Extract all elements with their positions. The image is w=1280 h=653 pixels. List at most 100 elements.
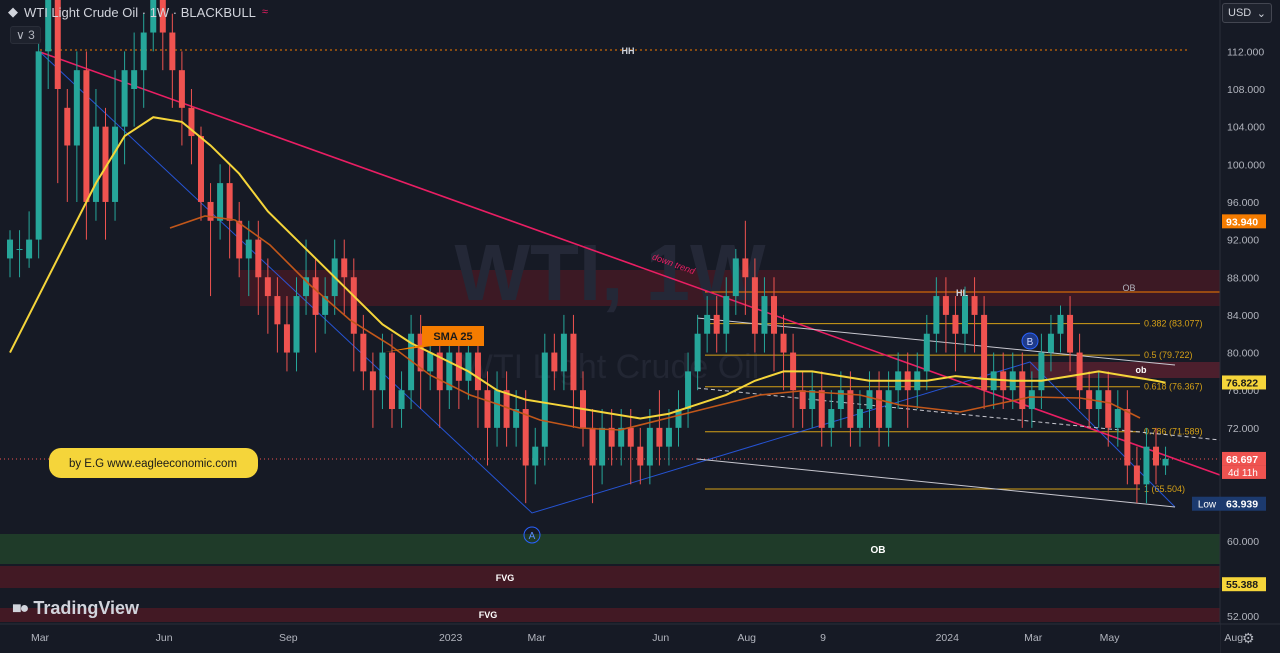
price-tick-label: 104.000 bbox=[1227, 122, 1265, 134]
credit-text: by E.G www.eagleeconomic.com bbox=[69, 458, 237, 470]
chart-header: ◆ WTI Light Crude Oil · 1W · BLACKBULL ≈ bbox=[8, 4, 268, 20]
candle-body bbox=[54, 0, 61, 89]
candle-body bbox=[389, 352, 395, 410]
watermark-symbol: WTI, 1W bbox=[454, 228, 766, 317]
time-tick-label: Sep bbox=[279, 632, 298, 644]
candle-body bbox=[885, 390, 892, 428]
time-tick-label: Mar bbox=[1024, 632, 1043, 644]
candle-body bbox=[1095, 390, 1102, 410]
candle-body bbox=[236, 220, 243, 259]
candle-body bbox=[847, 390, 854, 428]
candle-body bbox=[312, 277, 319, 315]
candle-body bbox=[828, 409, 835, 428]
candle-body bbox=[732, 258, 739, 297]
candle-body bbox=[589, 427, 596, 466]
price-tag-bg bbox=[1222, 214, 1266, 229]
candle-body bbox=[207, 201, 214, 221]
candle-body bbox=[465, 352, 472, 381]
candle-body bbox=[962, 296, 968, 334]
candle-body bbox=[322, 296, 329, 315]
candle-body bbox=[283, 324, 290, 353]
price-tag-value: 93.940 bbox=[1226, 216, 1258, 228]
candle-body bbox=[131, 70, 138, 89]
candles bbox=[7, 0, 1169, 504]
candle-body bbox=[656, 427, 663, 447]
fib-retracement: 0.382 (83.077) 0.5 (79.722) 0.618 (76.367)… bbox=[705, 319, 1203, 494]
candle-body bbox=[159, 0, 166, 33]
ma-long-line bbox=[169, 215, 1141, 431]
credit-badge bbox=[49, 448, 258, 478]
ob-label-lower: OB bbox=[871, 545, 886, 556]
price-tag-value: 63.939 bbox=[1226, 499, 1258, 511]
candle-body bbox=[513, 409, 520, 428]
candle-body bbox=[169, 32, 176, 71]
down-trend-line bbox=[39, 51, 1221, 476]
candle-body bbox=[1057, 314, 1064, 334]
candle-body bbox=[198, 136, 204, 202]
candle-body bbox=[723, 296, 730, 334]
candle-body bbox=[360, 333, 367, 372]
candle-body bbox=[150, 0, 157, 33]
time-tick-label: Aug bbox=[1224, 632, 1243, 644]
candle-body bbox=[570, 333, 577, 391]
candle-body bbox=[599, 427, 606, 466]
chart-settings-icon[interactable]: ≈ bbox=[261, 6, 268, 18]
time-axis-bg bbox=[0, 624, 1220, 653]
time-tick-label: Jun bbox=[156, 632, 173, 644]
tradingview-logo[interactable]: ■● TradingView bbox=[12, 598, 139, 619]
point-a-marker bbox=[523, 526, 541, 544]
ob-label-upper: OB bbox=[1122, 283, 1135, 293]
candle-body bbox=[1114, 409, 1121, 428]
candle-body bbox=[866, 390, 873, 410]
price-tick-label: 96.000 bbox=[1227, 197, 1259, 209]
candle-body bbox=[665, 427, 672, 447]
candle-body bbox=[990, 371, 997, 391]
candle-body bbox=[981, 314, 988, 391]
candle-body bbox=[26, 239, 33, 259]
fib-label: 1 (65.504) bbox=[1144, 484, 1185, 494]
candle-body bbox=[618, 427, 625, 447]
price-tick-label: 80.000 bbox=[1227, 348, 1259, 360]
candle-body bbox=[92, 126, 99, 202]
candle-body bbox=[503, 390, 510, 428]
price-tag-caption-bg bbox=[1192, 496, 1222, 511]
fvg-zone-2 bbox=[0, 608, 1220, 622]
price-tick-label: 72.000 bbox=[1227, 423, 1259, 435]
price-tick-label: 88.000 bbox=[1227, 272, 1259, 284]
candle-body bbox=[1105, 390, 1112, 428]
chevron-down-icon: ⌄ bbox=[1256, 7, 1266, 20]
candle-body bbox=[255, 239, 262, 278]
candle-body bbox=[274, 296, 281, 325]
candle-body bbox=[369, 371, 376, 391]
candle-body bbox=[704, 314, 711, 334]
candle-body bbox=[876, 390, 883, 428]
price-tick-label: 84.000 bbox=[1227, 310, 1259, 322]
candle-body bbox=[685, 371, 692, 410]
channel-mid bbox=[696, 387, 1221, 441]
candle-body bbox=[646, 427, 653, 466]
candle-body bbox=[16, 249, 23, 251]
candle-body bbox=[217, 183, 224, 221]
candle-body bbox=[675, 409, 682, 428]
candle-body bbox=[121, 70, 128, 127]
candle-body bbox=[1028, 390, 1035, 410]
symbol-title[interactable]: WTI Light Crude Oil · 1W · BLACKBULL bbox=[24, 4, 256, 20]
gear-icon[interactable]: ⚙ bbox=[1242, 630, 1255, 646]
candle-body bbox=[35, 51, 42, 240]
candle-body bbox=[809, 390, 816, 410]
indicator-count-toggle[interactable]: ∨ 3 bbox=[10, 26, 41, 44]
candle-body bbox=[608, 427, 615, 447]
time-tick-label: 9 bbox=[820, 632, 826, 644]
price-tick-label: 112.000 bbox=[1227, 46, 1264, 58]
price-tick-label: 100.000 bbox=[1227, 159, 1265, 171]
watermark-name: WTI Light Crude Oil bbox=[461, 348, 760, 386]
candle-body bbox=[799, 390, 806, 410]
price-tag-bg bbox=[1222, 451, 1266, 466]
candle-body bbox=[484, 390, 491, 428]
currency-select[interactable]: USD ⌄ bbox=[1222, 3, 1272, 23]
ob-label-small: ob bbox=[1136, 365, 1147, 375]
candle-body bbox=[64, 107, 71, 146]
fvg-label-1: FVG bbox=[496, 573, 515, 583]
fvg-label-2: FVG bbox=[479, 610, 498, 620]
